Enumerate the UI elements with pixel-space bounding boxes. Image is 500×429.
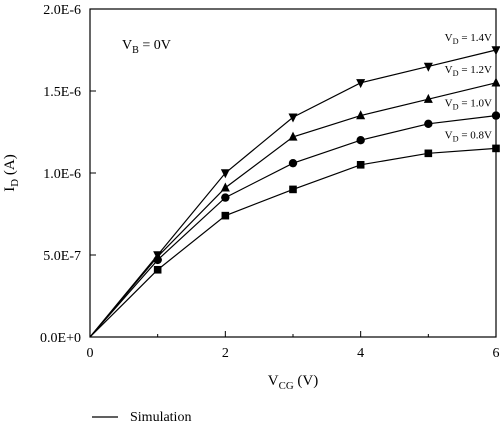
data-point-square [492, 144, 500, 153]
data-point-triangle-up [356, 110, 366, 120]
series-label-sub: D [453, 69, 459, 78]
y-tick-label: 5.0E-7 [43, 249, 81, 264]
x-tick-label: 6 [493, 346, 500, 361]
vb-annotation-main: V [122, 38, 132, 53]
series-label-sub: D [453, 134, 459, 143]
vb-annotation: VB = 0V [122, 38, 171, 56]
y-axis-title-rest: (A) [2, 154, 18, 179]
series-label-rest: = 0.8V [459, 129, 492, 141]
data-point-circle [356, 136, 365, 145]
x-axis-title: VCG (V) [268, 373, 318, 392]
data-point-square [221, 211, 230, 220]
vb-annotation-sub: B [132, 45, 139, 56]
series-label: VD = 1.0V [445, 98, 492, 112]
annotation: VB = 0V [122, 38, 171, 56]
data-point-triangle-down [220, 169, 230, 179]
series-line [89, 115, 497, 338]
data-point-triangle-up [288, 131, 298, 141]
legend: Simulation [92, 410, 191, 425]
data-point-triangle-down [491, 46, 500, 56]
y-tick-label: 1.0E-6 [43, 167, 81, 182]
series-label-main: V [445, 64, 453, 76]
y-axis-title: ID (A) [2, 154, 21, 191]
y-tick-label: 2.0E-6 [43, 3, 81, 18]
data-point-triangle-up [220, 182, 230, 192]
series-label-rest: = 1.2V [459, 64, 492, 76]
x-axis-title-main: V [268, 373, 279, 389]
series-label-main: V [445, 129, 453, 141]
data-point-triangle-down [288, 113, 298, 123]
series-label: VD = 0.8V [445, 129, 492, 143]
series-label-sub: D [453, 37, 459, 46]
series-label: VD = 1.2V [445, 64, 492, 78]
data-point-square [289, 185, 297, 194]
series-2 [89, 111, 500, 338]
data-point-triangle-up [491, 77, 500, 87]
data-point-circle [491, 111, 500, 120]
plot-frame [89, 8, 497, 338]
vb-annotation-rest: = 0V [139, 38, 171, 53]
data-point-square [424, 149, 433, 158]
x-tick-label: 2 [222, 346, 229, 361]
series-label-main: V [445, 32, 453, 44]
y-tick-label: 0.0E+0 [40, 331, 81, 346]
y-axis-title-sub: D [9, 179, 21, 187]
data-point-square [356, 161, 365, 169]
series-label-rest: = 1.4V [459, 32, 492, 44]
x-tick-label: 0 [87, 346, 94, 361]
series-label-main: V [445, 98, 453, 110]
x-axis-title-rest: (V) [294, 373, 319, 389]
axes [89, 8, 497, 338]
series-label-sub: D [453, 103, 459, 112]
series-3 [89, 144, 500, 338]
series-line [89, 147, 497, 338]
data-point-circle [424, 119, 433, 128]
data-point-circle [221, 193, 230, 202]
y-axis-title-main: I [2, 187, 18, 192]
x-axis-title-sub: CG [279, 380, 294, 392]
x-tick-label: 4 [357, 346, 364, 361]
data-point-square [153, 265, 162, 274]
series-label-rest: = 1.0V [459, 98, 492, 110]
series-line [89, 49, 497, 338]
data-point-circle [153, 255, 162, 265]
data-point-triangle-up [423, 93, 433, 103]
series-lines [89, 46, 500, 338]
series-label: VD = 1.4V [445, 32, 492, 46]
data-point-triangle-down [423, 62, 433, 72]
legend-label: Simulation [130, 410, 191, 425]
y-tick-label: 1.5E-6 [43, 85, 81, 100]
data-point-circle [288, 158, 298, 168]
data-point-triangle-down [356, 79, 366, 89]
